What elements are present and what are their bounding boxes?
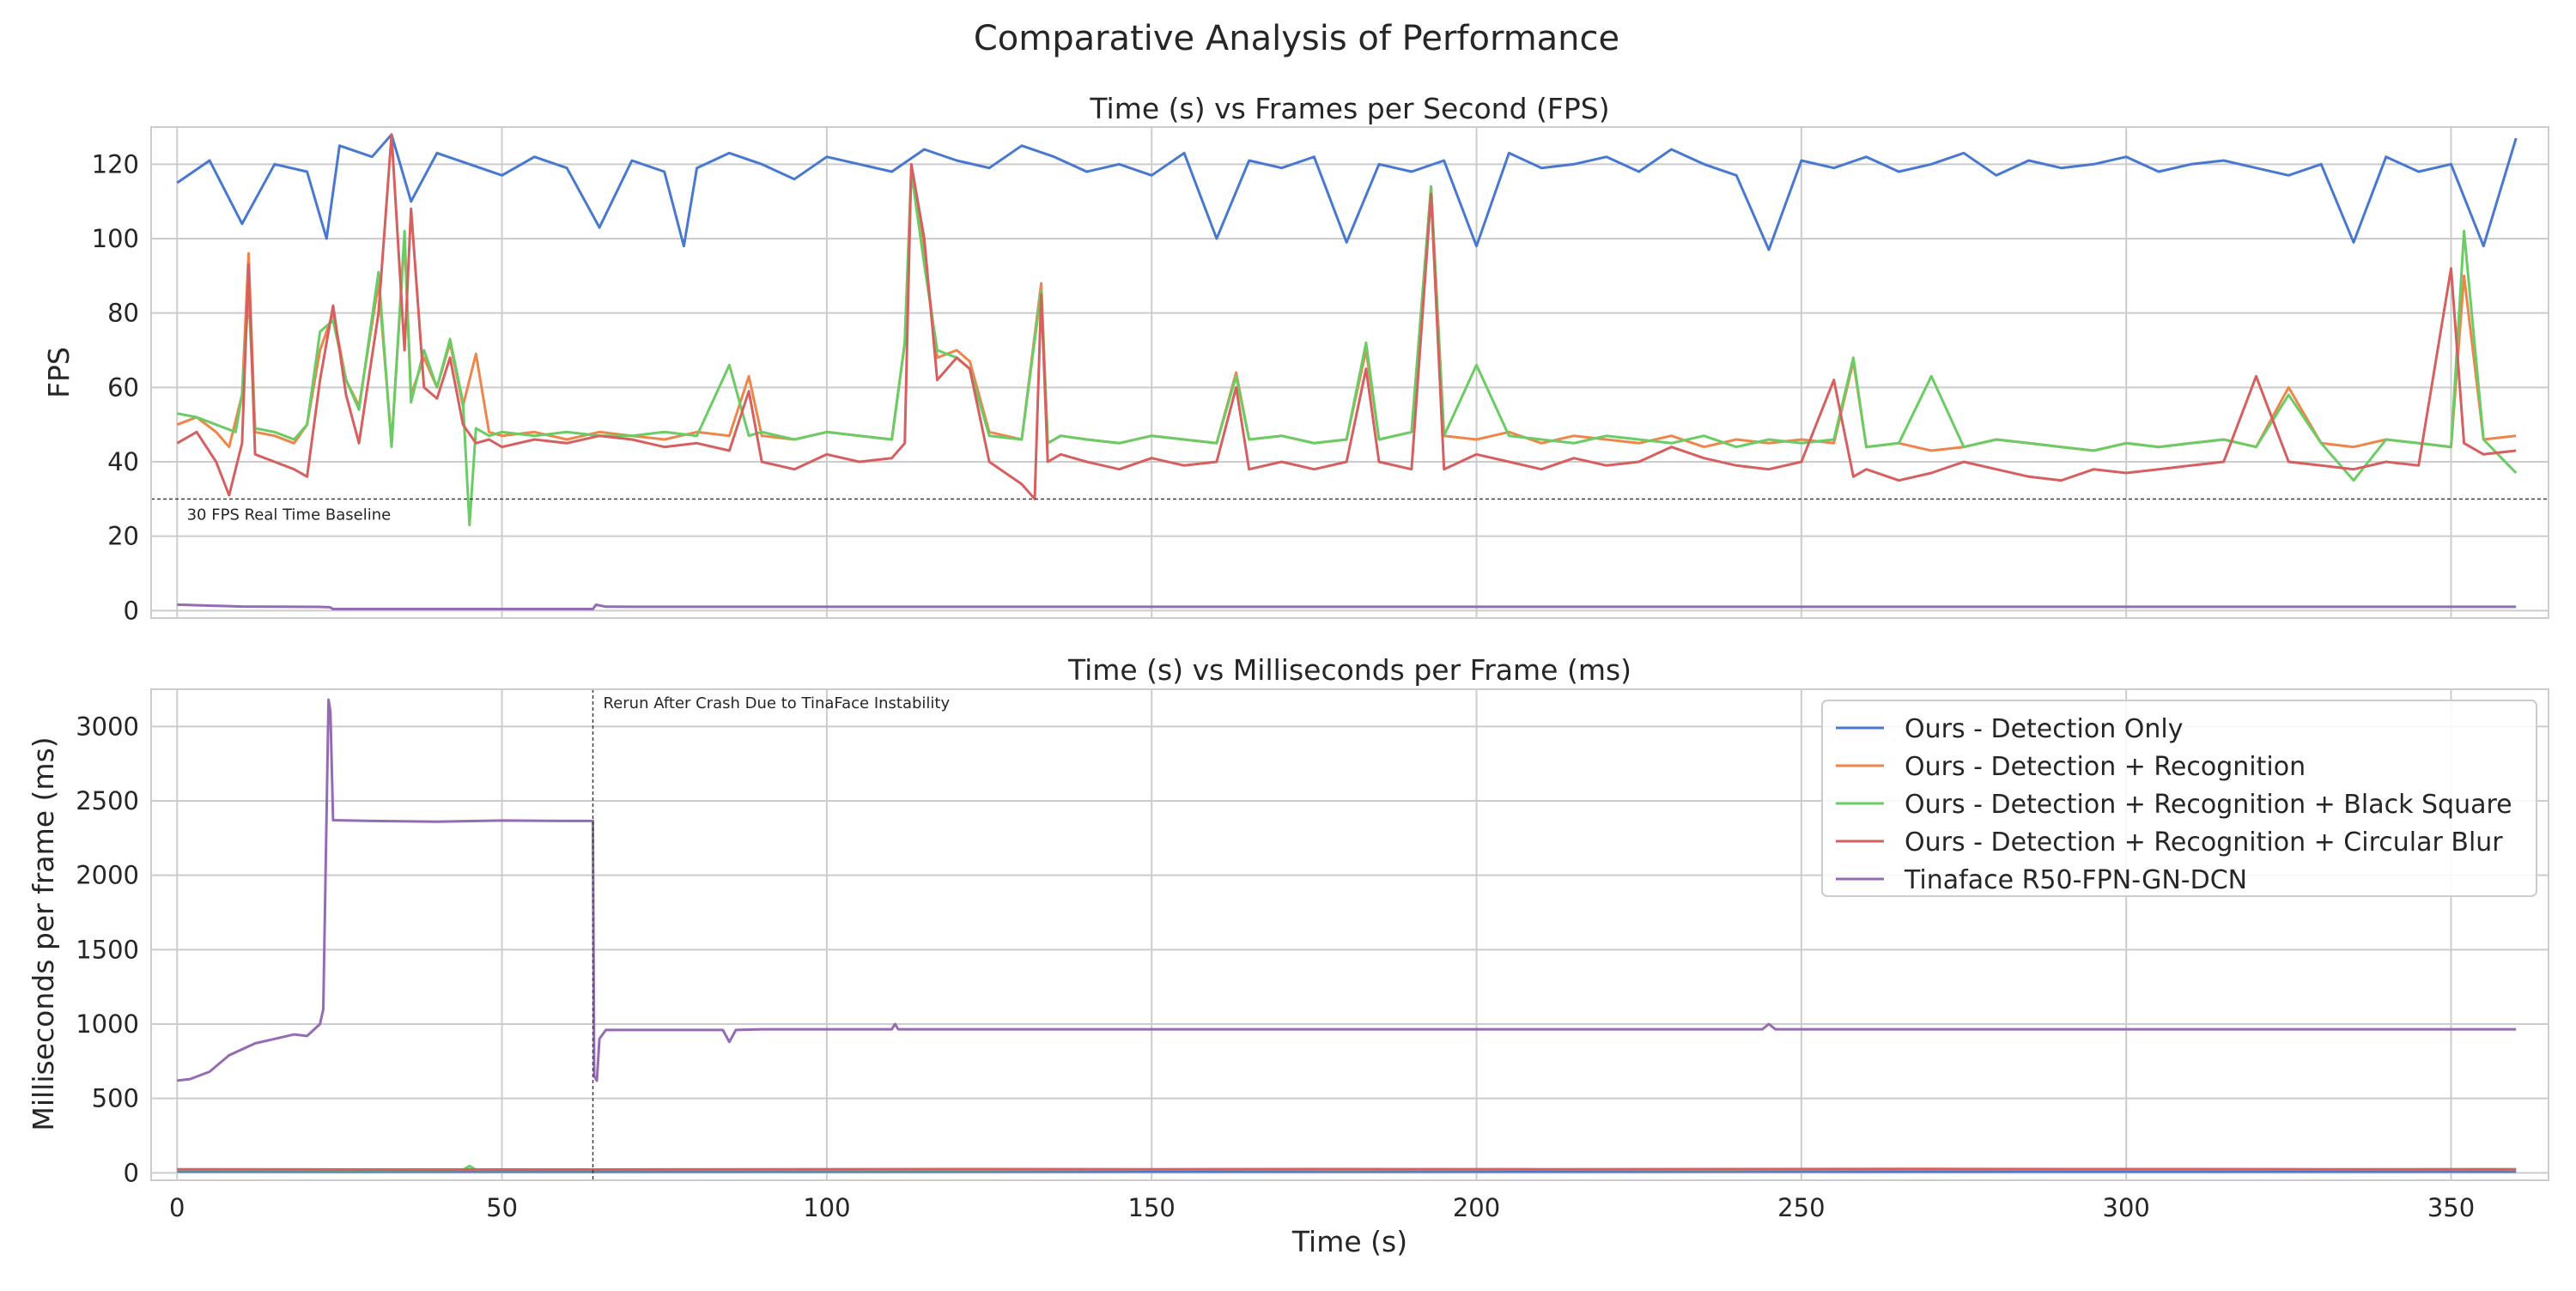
figure-title: Comparative Analysis of Performance xyxy=(974,19,1619,58)
fps-y-tick-label: 100 xyxy=(92,224,139,253)
fps-series-line-2 xyxy=(177,172,2516,525)
ms-y-tick-label: 1500 xyxy=(76,935,139,964)
ms-y-tick-label: 2000 xyxy=(76,861,139,890)
fps-y-tick-label: 40 xyxy=(107,447,139,476)
ms-y-tick-label: 1000 xyxy=(76,1009,139,1039)
fps-y-tick-label: 0 xyxy=(124,596,139,625)
legend-label-0: Ours - Detection Only xyxy=(1905,714,2183,744)
fps-y-tick-label: 80 xyxy=(107,299,139,328)
fps-plot-area: 0 20 40 60 80 100 120 30 FPS Real Time Baseline xyxy=(92,127,2549,625)
x-tick-label: 250 xyxy=(1777,1193,1825,1222)
legend-label-2: Ours - Detection + Recognition + Black S… xyxy=(1905,790,2512,820)
fps-y-axis-label: FPS xyxy=(42,347,76,398)
fps-series-line-1 xyxy=(177,168,2516,451)
x-tick-label: 350 xyxy=(2427,1193,2475,1222)
legend-label-3: Ours - Detection + Recognition + Circula… xyxy=(1905,827,2503,858)
fps-panel-title: Time (s) vs Frames per Second (FPS) xyxy=(1089,92,1609,125)
x-axis-label: Time (s) xyxy=(1291,1225,1407,1258)
baseline-label: 30 FPS Real Time Baseline xyxy=(187,506,392,524)
ms-panel-title: Time (s) vs Milliseconds per Frame (ms) xyxy=(1067,653,1631,687)
fps-y-tick-label: 60 xyxy=(107,373,139,402)
fps-series-group xyxy=(177,135,2516,609)
ms-y-tick-label: 500 xyxy=(92,1084,139,1113)
ms-series-line-3 xyxy=(177,1169,2516,1170)
x-tick-label: 300 xyxy=(2103,1193,2150,1222)
fps-plot-frame xyxy=(151,127,2549,618)
fps-panel: Time (s) vs Frames per Second (FPS) FPS xyxy=(42,92,2549,618)
x-tick-label: 200 xyxy=(1453,1193,1500,1222)
fps-series-line-4 xyxy=(177,604,2516,609)
ms-y-tick-label: 2500 xyxy=(76,786,139,815)
x-tick-label: 100 xyxy=(803,1193,850,1222)
fps-series-line-3 xyxy=(177,135,2516,500)
ms-y-tick-label: 3000 xyxy=(76,712,139,741)
x-tick-label: 0 xyxy=(169,1193,185,1222)
ms-y-tick-label: 0 xyxy=(124,1158,139,1187)
legend-label-1: Ours - Detection + Recognition xyxy=(1905,752,2306,782)
rerun-label: Rerun After Crash Due to TinaFace Instab… xyxy=(604,694,951,712)
legend-label-4: Tinaface R50-FPN-GN-DCN xyxy=(1904,865,2247,895)
ms-y-axis-label: Milliseconds per frame (ms) xyxy=(27,736,60,1130)
x-tick-label: 150 xyxy=(1128,1193,1176,1222)
legend: Ours - Detection Only Ours - Detection + … xyxy=(1822,700,2537,896)
fps-y-tick-label: 120 xyxy=(92,149,139,179)
fps-y-tick-label: 20 xyxy=(107,522,139,551)
x-tick-label: 50 xyxy=(486,1193,518,1222)
fps-series-line-0 xyxy=(177,135,2516,250)
